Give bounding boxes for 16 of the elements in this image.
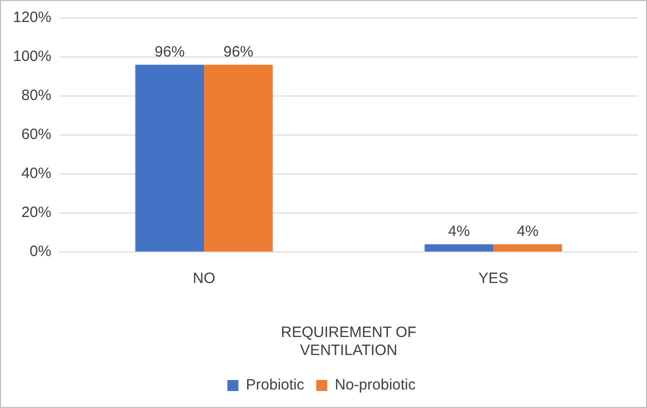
y-tick-label: 100% bbox=[12, 48, 52, 66]
x-tick-label: YES bbox=[478, 270, 508, 288]
y-tick-label: 40% bbox=[21, 165, 52, 182]
x-tick-label: NO bbox=[192, 270, 216, 288]
y-tick-label: 120% bbox=[12, 9, 52, 26]
legend-label: Probiotic bbox=[246, 376, 305, 394]
x-axis-title: REQUIREMENT OF VENTILATION bbox=[280, 324, 416, 360]
data-label: 4% bbox=[448, 222, 470, 240]
legend-label: No-probiotic bbox=[334, 376, 416, 394]
data-label: 4% bbox=[516, 222, 539, 240]
y-tick-label: 20% bbox=[21, 204, 52, 222]
y-tick-label: 60% bbox=[21, 126, 52, 144]
data-label: 96% bbox=[223, 43, 254, 60]
y-tick-label: 0% bbox=[30, 243, 52, 260]
y-tick-label: 80% bbox=[21, 87, 52, 104]
data-label: 96% bbox=[154, 43, 185, 60]
